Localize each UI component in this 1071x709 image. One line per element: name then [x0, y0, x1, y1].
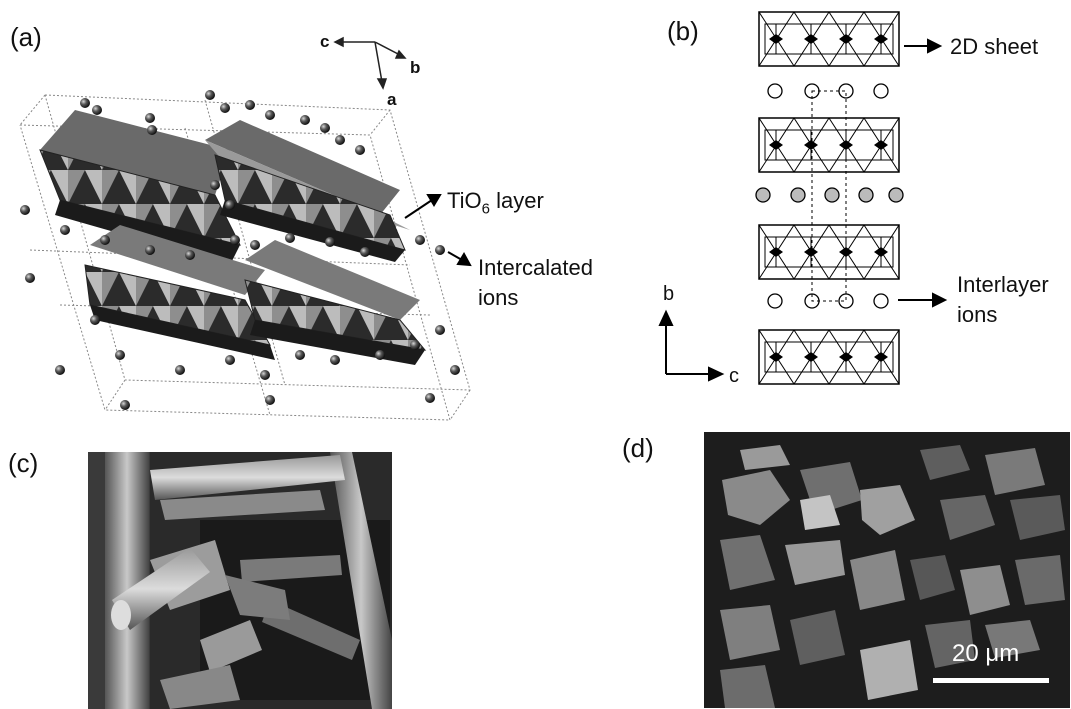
panel-b-axes — [658, 309, 725, 382]
tio6-layer-label-tail: layer — [489, 188, 544, 213]
unit-cell-outline — [811, 90, 847, 302]
scale-bar-label: 20 μm — [952, 640, 1020, 667]
tio6-layer-label-main: TiO — [447, 188, 482, 213]
panel-b-axis-b-label: b — [663, 283, 675, 305]
interlayer-ions-label: Interlayer ions — [957, 270, 1049, 330]
tio6-layer-lower-left — [84, 225, 275, 360]
intercalated-ions-label-line1: Intercalated — [478, 255, 593, 280]
panel-d-label: (d) — [622, 433, 654, 463]
intercalated-ions-label: Intercalated ions — [478, 253, 593, 313]
intercalated-ions — [20, 90, 460, 410]
tio6-layer-label: TiO6 layer — [447, 188, 544, 218]
tio6-layer-arrow — [404, 194, 442, 219]
panel-c-label: (c) — [8, 448, 39, 478]
panel-b-label: (b) — [667, 16, 699, 46]
interlayer-ions-label-line2: ions — [957, 302, 998, 327]
sem-particles — [720, 445, 1065, 708]
sheet-arrow — [904, 38, 943, 54]
2d-sheet-label: 2D sheet — [950, 34, 1039, 59]
axis-c-label: c — [320, 32, 330, 51]
tio6-layer-label-sub: 6 — [481, 200, 490, 218]
axis-a-label: a — [387, 90, 397, 109]
interlayer-ions-label-line1: Interlayer — [957, 272, 1049, 297]
panel-b-axis-c-label: c — [729, 365, 739, 387]
scale-bar — [933, 678, 1049, 683]
intercalated-ions-label-line2: ions — [478, 285, 519, 310]
tio6-layer-upper-right — [205, 120, 410, 262]
panel-a-axes — [333, 36, 407, 90]
intercalated-ions-arrow — [447, 251, 472, 267]
interlayer-ions-row-2 — [755, 187, 904, 203]
interlayer-arrow — [898, 292, 948, 308]
panel-a-label: (a) — [10, 22, 42, 52]
axis-b-label: b — [410, 58, 421, 77]
